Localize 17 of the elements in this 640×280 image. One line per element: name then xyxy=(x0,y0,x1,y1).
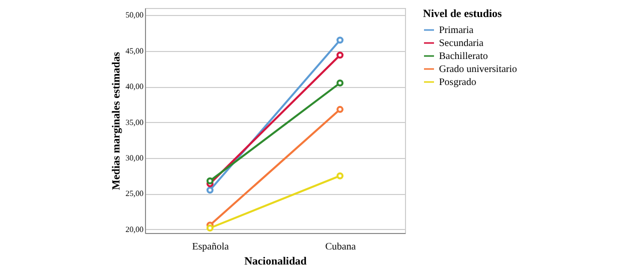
y-tick-label: 40,00 xyxy=(126,82,144,92)
x-tick-label: Española xyxy=(192,242,230,252)
x-tick-label: Cubana xyxy=(325,242,356,252)
legend-label: Grado universitario xyxy=(439,64,518,75)
legend-label: Primaria xyxy=(439,25,474,36)
legend-label: Posgrado xyxy=(439,77,476,88)
y-tick-label: 35,00 xyxy=(126,118,144,127)
y-axis-title: Medias marginales estimadas xyxy=(110,51,122,190)
legend-label: Bachillerato xyxy=(439,51,488,62)
y-tick-label: 25,00 xyxy=(126,189,144,198)
x-axis-title: Nacionalidad xyxy=(244,256,307,268)
legend-title: Nivel de estudios xyxy=(423,8,503,20)
y-tick-label: 20,00 xyxy=(126,224,144,234)
y-tick-label: 50,00 xyxy=(126,10,144,20)
legend-label: Secundaria xyxy=(439,38,484,49)
y-tick-label: 45,00 xyxy=(126,46,144,56)
y-tick-label: 30,00 xyxy=(126,154,144,162)
